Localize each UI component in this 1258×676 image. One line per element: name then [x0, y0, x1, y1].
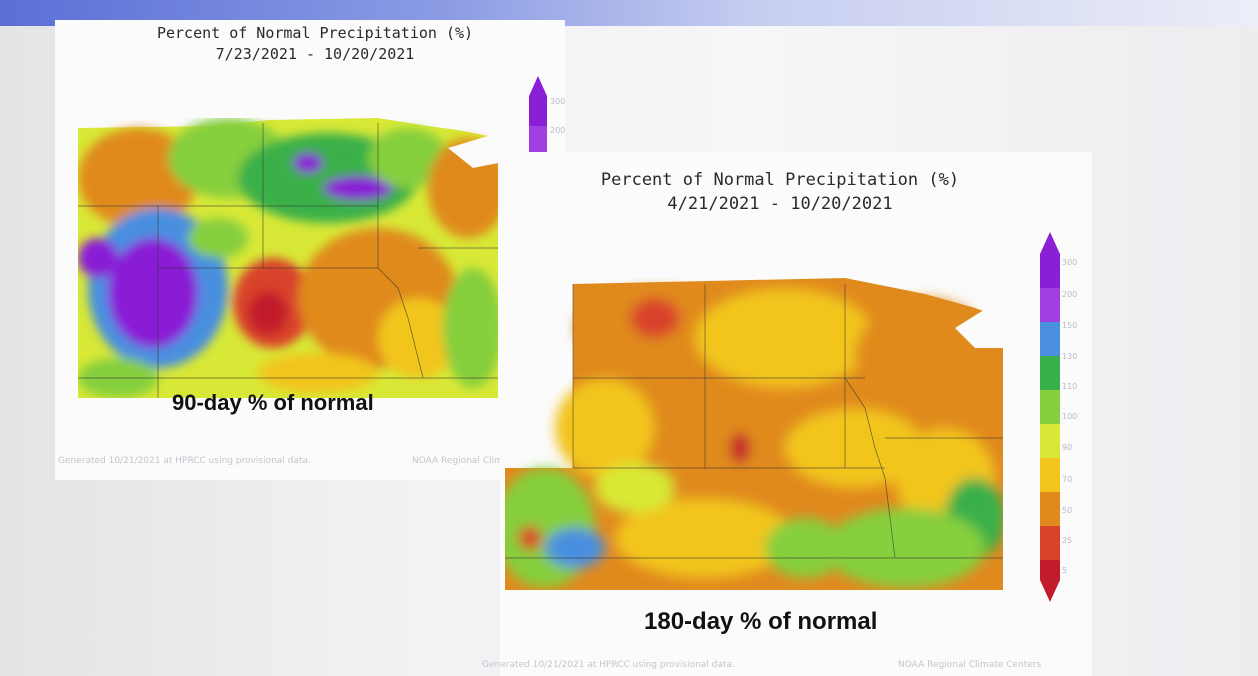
map-90-day [78, 118, 498, 398]
tick-label: 50 [1062, 506, 1073, 515]
panel-180-day-title-line1: Percent of Normal Precipitation (%) [600, 170, 960, 190]
panel-90-day-caption: 90-day % of normal [172, 390, 374, 415]
colorbar-90-day-top-arrow [529, 76, 547, 96]
map-180-day [505, 278, 1003, 590]
tick-label: 70 [1062, 475, 1073, 484]
colorbar-180-day-top-arrow [1040, 232, 1060, 254]
panel-180-day-title-dates: 4/21/2021 - 10/20/2021 [667, 194, 893, 214]
tick-label: 110 [1062, 382, 1078, 391]
panel-180-day-credit-right: NOAA Regional Climate Centers [898, 660, 1042, 670]
panel-90-day-title-dates: 7/23/2021 - 10/20/2021 [215, 45, 415, 63]
colorbar-180-day [1040, 232, 1060, 602]
map-180-day-svg [505, 278, 1003, 590]
tick-label: 100 [1062, 412, 1078, 421]
colorbar-180-day-bottom-arrow [1040, 580, 1060, 602]
tick-label: 130 [1062, 352, 1078, 361]
panel-180-day-caption: 180-day % of normal [644, 608, 878, 635]
tick-label: 300 [550, 97, 566, 106]
panel-90-day-credit-left: Generated 10/21/2021 at HPRCC using prov… [58, 456, 311, 466]
tick-label: 300 [1062, 258, 1078, 267]
panel-90-day-credit-right: NOAA Regional Climate Centers [412, 456, 556, 466]
tick-label: 200 [1062, 290, 1078, 299]
map-90-day-svg [78, 118, 498, 398]
panel-180-day-title: Percent of Normal Precipitation (%) 4/21… [600, 170, 960, 214]
tick-label: 5 [1062, 566, 1068, 575]
tick-label: 90 [1062, 443, 1073, 452]
tick-label: 200 [550, 126, 566, 135]
panel-90-day-title: Percent of Normal Precipitation (%) 7/23… [150, 24, 480, 63]
tick-label: 150 [1062, 321, 1078, 330]
panel-180-day-credit-left: Generated 10/21/2021 at HPRCC using prov… [482, 660, 735, 670]
tick-label: 25 [1062, 536, 1073, 545]
panel-90-day-title-line1: Percent of Normal Precipitation (%) [156, 24, 474, 42]
